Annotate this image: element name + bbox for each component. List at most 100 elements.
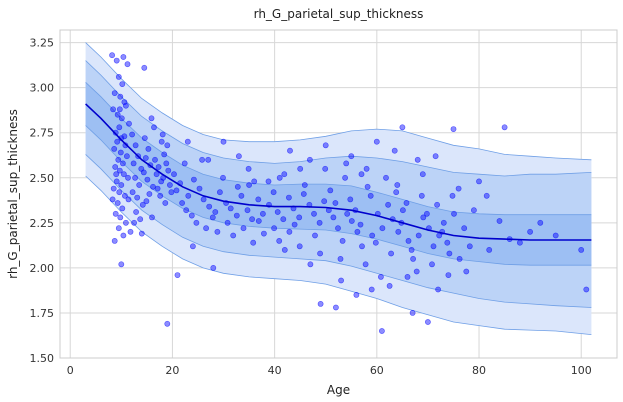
y-tick-label: 2.50	[30, 172, 55, 185]
y-axis-title: rh_G_parietal_sup_thickness	[6, 109, 20, 279]
data-point	[230, 232, 237, 239]
centile-5-line	[85, 154, 592, 308]
data-point	[250, 239, 257, 246]
data-point	[205, 156, 212, 163]
data-point	[271, 225, 277, 232]
centile-25-line	[85, 125, 592, 266]
y-tick-label: 2.25	[30, 217, 55, 230]
data-point	[129, 131, 135, 138]
data-point	[188, 212, 195, 219]
data-point	[372, 239, 379, 246]
data-point	[348, 153, 355, 160]
data-point	[214, 228, 221, 235]
data-point	[270, 189, 277, 196]
data-point	[322, 165, 329, 172]
data-point	[255, 196, 262, 203]
data-point	[121, 171, 127, 178]
x-tick-label: 60	[370, 364, 384, 377]
data-point	[386, 282, 393, 289]
data-point	[343, 160, 350, 167]
data-point	[190, 176, 197, 183]
data-point	[115, 156, 122, 163]
data-point	[173, 187, 180, 194]
data-point	[424, 319, 431, 325]
data-point	[235, 153, 242, 160]
data-point	[120, 232, 127, 239]
data-point	[113, 178, 120, 185]
data-point	[369, 232, 376, 239]
data-point	[114, 138, 121, 145]
centile-99-line	[85, 42, 592, 161]
y-tick-label: 2.75	[30, 127, 55, 140]
data-point	[124, 61, 131, 68]
data-point	[118, 115, 125, 122]
data-point	[312, 232, 318, 239]
data-point	[403, 200, 410, 206]
data-point	[109, 196, 116, 203]
data-point	[446, 250, 453, 257]
data-point	[238, 192, 245, 199]
data-point	[332, 200, 339, 206]
data-point	[418, 192, 425, 199]
data-point	[449, 192, 456, 199]
data-point	[259, 210, 266, 217]
data-point	[123, 219, 129, 226]
data-point	[179, 200, 185, 206]
data-point	[358, 171, 365, 178]
data-point	[155, 164, 162, 170]
data-point	[327, 187, 334, 194]
data-point	[111, 90, 118, 96]
data-point	[339, 237, 346, 244]
data-point	[153, 171, 160, 178]
data-point	[399, 207, 406, 214]
x-tick-labels: 0 20 40 60 80 100	[67, 364, 592, 377]
data-point	[385, 201, 391, 208]
data-point	[415, 232, 422, 239]
data-point	[216, 189, 223, 196]
data-point	[120, 160, 126, 167]
data-point	[414, 156, 421, 163]
data-point	[450, 126, 457, 133]
data-point	[111, 145, 118, 152]
data-point	[354, 228, 361, 235]
y-tick-label: 1.75	[30, 307, 55, 320]
data-point	[158, 138, 165, 145]
data-point	[291, 221, 298, 228]
data-point	[377, 273, 384, 280]
data-point	[456, 255, 463, 262]
data-point	[114, 111, 121, 118]
data-point	[359, 243, 365, 250]
data-point	[429, 261, 435, 268]
data-point	[296, 243, 303, 250]
data-point	[391, 147, 398, 154]
data-point	[196, 185, 203, 192]
data-point	[184, 138, 191, 145]
data-point	[408, 246, 415, 253]
data-point	[233, 212, 240, 219]
data-point	[367, 192, 374, 199]
data-point	[140, 169, 147, 176]
data-point	[159, 131, 166, 138]
data-point	[185, 192, 192, 199]
data-point	[244, 207, 251, 214]
data-point	[265, 178, 272, 185]
centile-1-line	[85, 175, 592, 335]
data-point	[164, 142, 171, 149]
x-tick-label: 80	[472, 364, 486, 377]
data-point	[306, 156, 313, 163]
data-point	[199, 156, 205, 163]
data-point	[379, 225, 386, 232]
data-point	[143, 198, 150, 205]
data-point	[383, 174, 389, 181]
centile-95-line	[85, 60, 592, 177]
data-point	[224, 219, 231, 226]
data-point	[260, 230, 267, 237]
data-point	[301, 182, 308, 188]
data-point	[125, 174, 131, 181]
data-point	[246, 182, 252, 188]
data-point	[455, 185, 462, 192]
data-point	[435, 286, 441, 293]
data-point	[116, 167, 123, 174]
data-point	[193, 219, 200, 226]
data-point	[342, 174, 348, 181]
